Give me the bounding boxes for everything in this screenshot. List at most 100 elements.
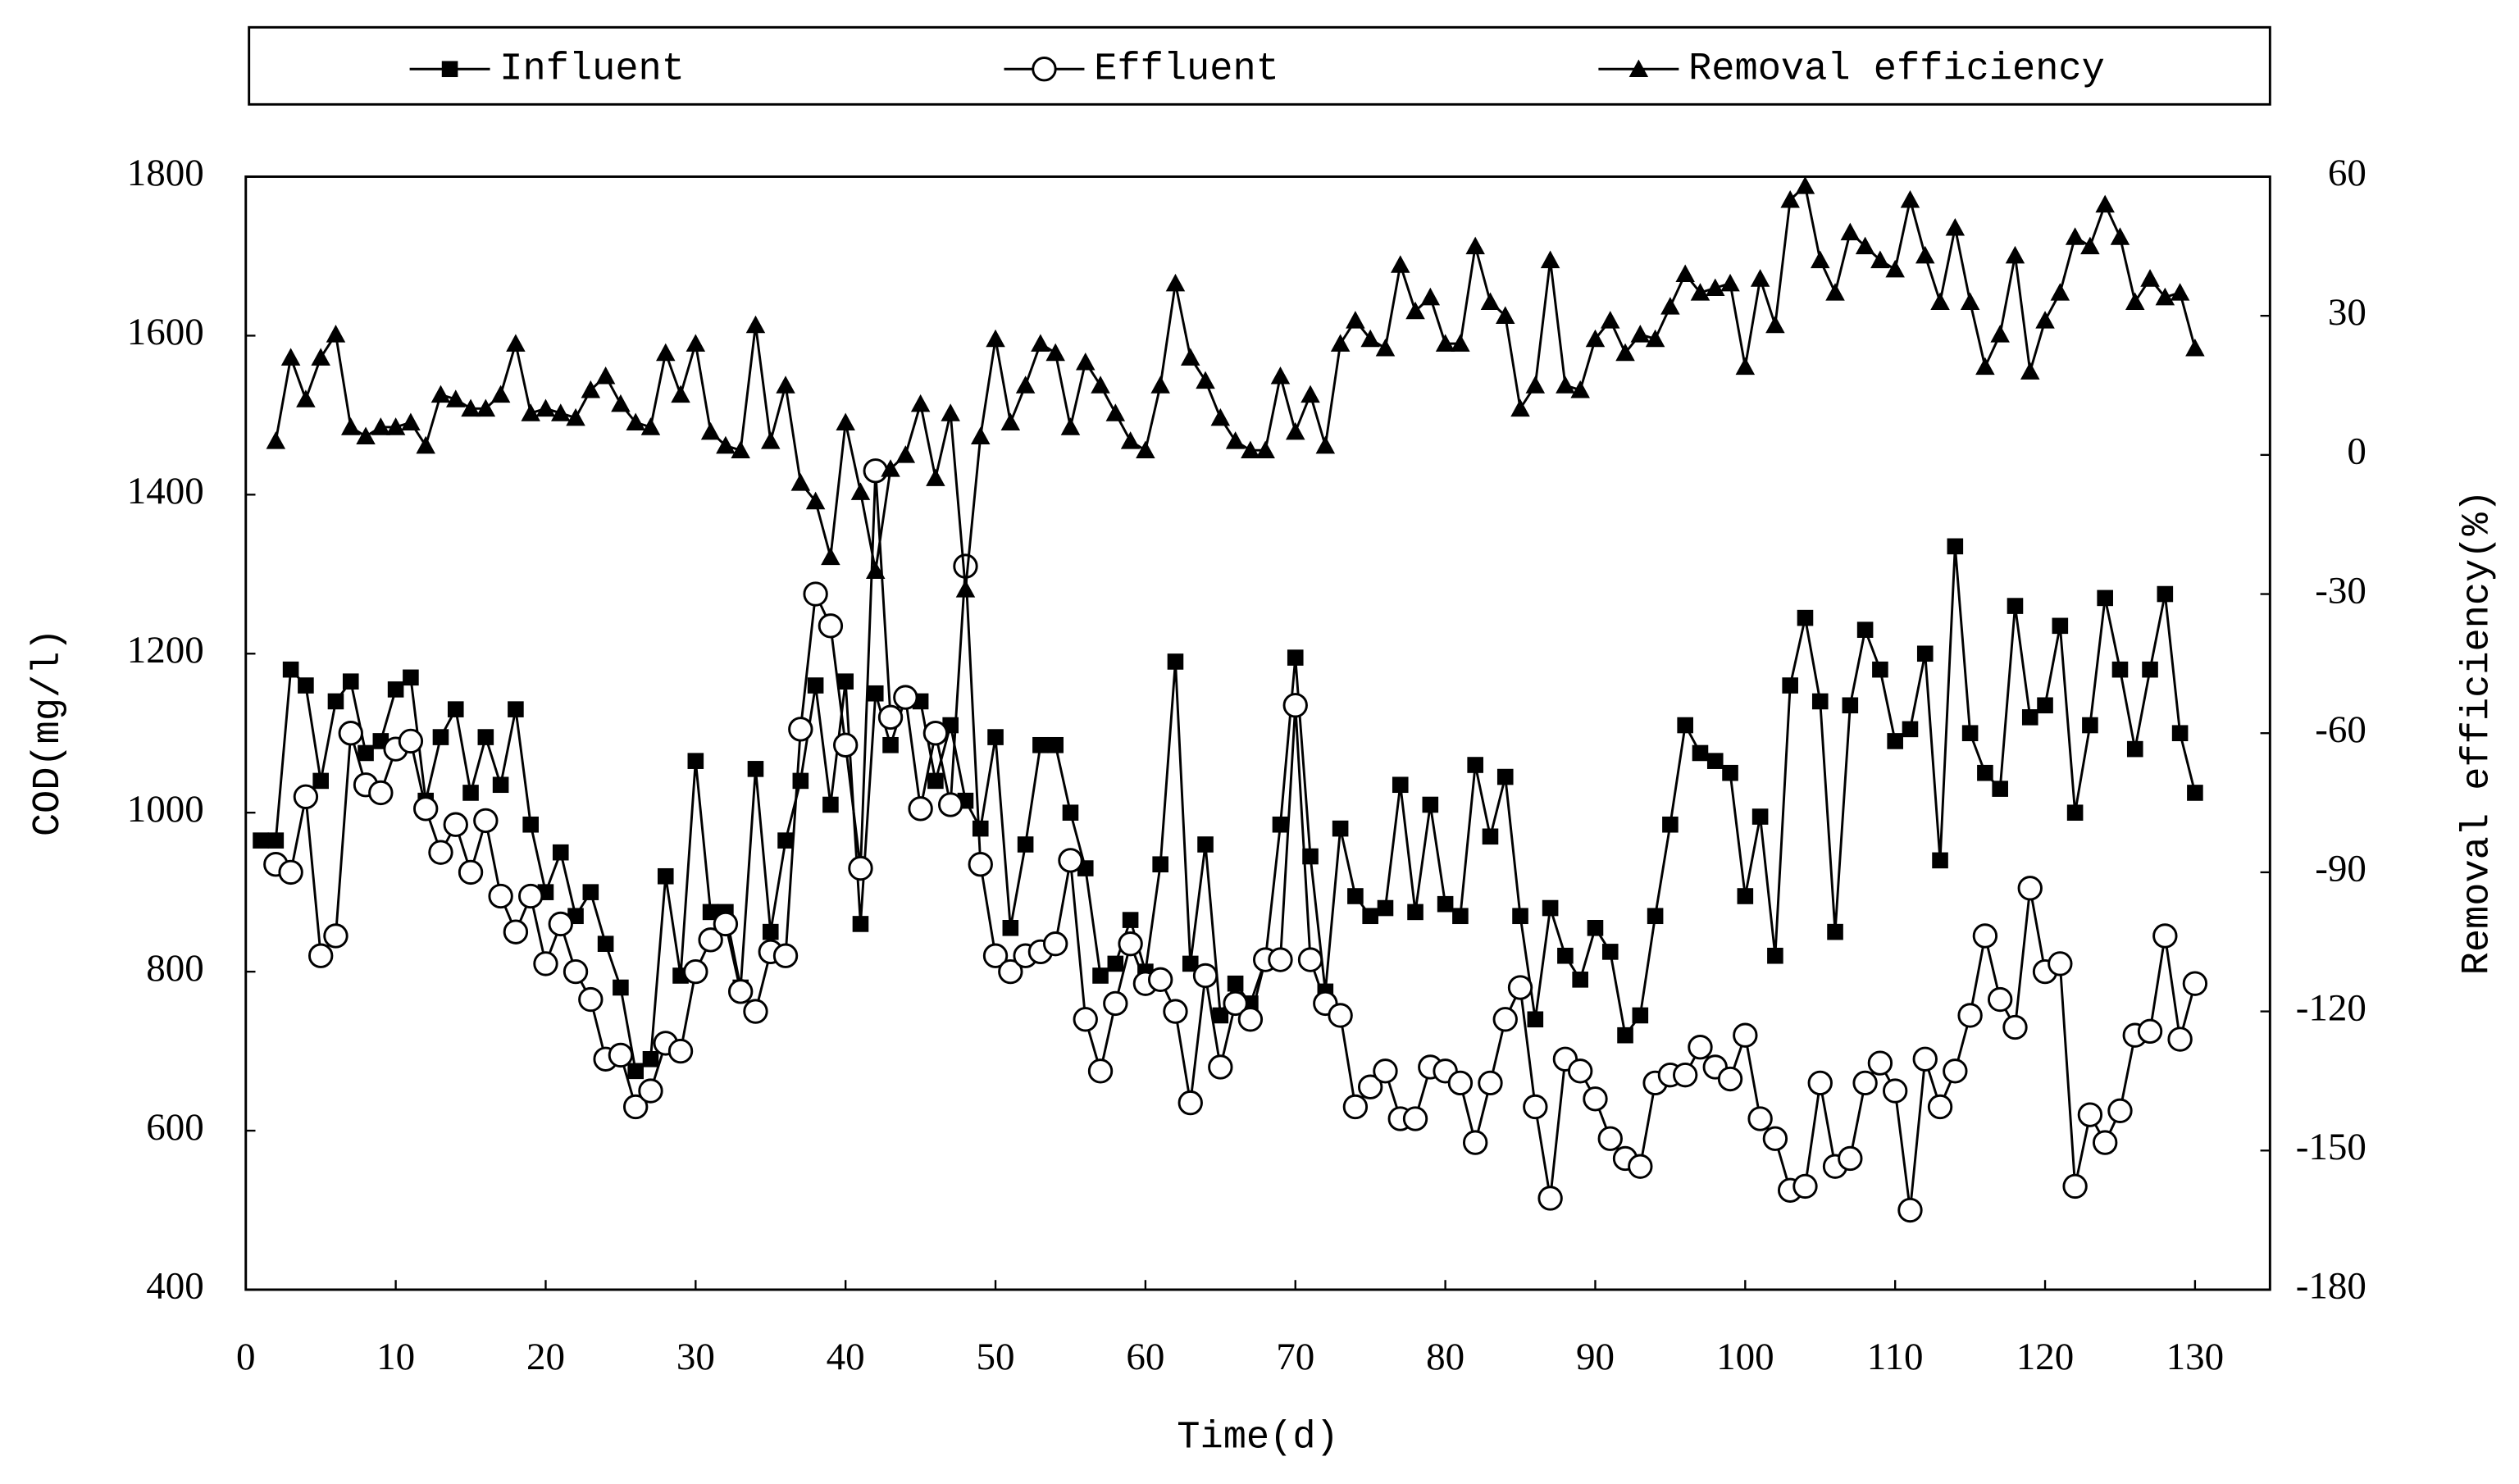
legend-marker xyxy=(441,61,458,78)
legend-marker xyxy=(1628,59,1649,78)
data-point xyxy=(1915,245,1935,264)
data-point xyxy=(1885,259,1905,278)
data-point xyxy=(1045,343,1065,362)
data-point xyxy=(2050,283,2070,301)
data-point xyxy=(432,729,449,745)
data-point xyxy=(1270,366,1291,385)
data-point xyxy=(327,693,344,710)
data-point xyxy=(508,701,524,717)
data-point xyxy=(1677,717,1693,734)
data-point xyxy=(953,553,978,579)
data-point xyxy=(2080,236,2100,255)
data-point xyxy=(1856,621,1874,638)
data-point xyxy=(922,721,949,746)
data-point xyxy=(1178,1090,1203,1116)
data-point xyxy=(1435,334,1455,352)
data-point xyxy=(1568,1058,1593,1084)
data-point xyxy=(326,325,346,343)
data-point xyxy=(2077,1102,2103,1127)
data-point xyxy=(1047,736,1064,753)
data-point xyxy=(642,1050,659,1067)
data-point xyxy=(1192,963,1219,989)
x-tick-label: 50 xyxy=(977,1336,1015,1378)
data-point xyxy=(640,417,661,435)
data-point xyxy=(458,859,484,885)
data-point xyxy=(582,884,599,900)
data-point xyxy=(882,736,899,753)
data-point xyxy=(1583,1086,1608,1112)
data-point xyxy=(1852,1070,1878,1096)
data-point xyxy=(1540,250,1560,269)
data-point xyxy=(1377,899,1394,917)
data-point xyxy=(1570,380,1590,398)
data-point xyxy=(552,844,569,861)
data-point xyxy=(821,547,840,566)
data-point xyxy=(581,380,601,398)
x-tick-label: 20 xyxy=(526,1336,565,1378)
data-point xyxy=(1587,919,1604,936)
data-point xyxy=(1706,278,1725,297)
y2-tick-label: -150 xyxy=(2296,1126,2366,1168)
data-point xyxy=(1751,808,1769,825)
y-tick-label: 1200 xyxy=(127,629,204,671)
data-point xyxy=(1630,325,1651,343)
x-axis-label: Time(d) xyxy=(1177,1417,1338,1460)
data-point xyxy=(1597,1126,1623,1151)
data-point xyxy=(2187,785,2203,801)
data-point xyxy=(1346,311,1365,329)
legend-label: Influent xyxy=(499,48,685,92)
data-point xyxy=(2167,1027,2193,1052)
data-point xyxy=(371,417,391,435)
data-point xyxy=(535,398,556,417)
data-point xyxy=(971,426,991,445)
data-point xyxy=(1373,1058,1398,1084)
data-point xyxy=(1328,1003,1353,1028)
data-point xyxy=(1585,329,1606,348)
data-point xyxy=(1297,947,1323,972)
data-point xyxy=(700,421,721,440)
data-point xyxy=(687,753,704,769)
y-tick-label: 600 xyxy=(146,1106,204,1149)
y2-tick-label: 30 xyxy=(2328,291,2366,334)
data-point xyxy=(1282,693,1308,718)
data-point xyxy=(1422,796,1439,813)
data-point xyxy=(1058,848,1083,873)
data-point xyxy=(416,435,435,454)
y2-tick-label: -120 xyxy=(2296,986,2366,1029)
data-point xyxy=(1407,904,1423,921)
data-point xyxy=(1092,967,1109,984)
data-point xyxy=(836,412,855,431)
data-point xyxy=(1690,283,1710,301)
data-point xyxy=(1043,931,1068,957)
data-point xyxy=(2170,283,2190,301)
data-point xyxy=(1961,725,1979,742)
y2-tick-label: -90 xyxy=(2315,848,2366,890)
data-point xyxy=(1882,1078,1908,1104)
data-point xyxy=(443,812,468,837)
data-point xyxy=(1420,287,1441,306)
data-point xyxy=(1542,899,1559,917)
data-point xyxy=(1975,357,1995,376)
data-point xyxy=(2035,311,2055,329)
data-point xyxy=(728,979,754,1004)
data-point xyxy=(387,681,404,698)
x-tick-label: 100 xyxy=(1716,1336,1774,1378)
data-point xyxy=(278,859,303,885)
data-point xyxy=(1181,348,1200,366)
data-point xyxy=(910,394,931,412)
data-point xyxy=(1241,440,1260,458)
data-point xyxy=(1675,264,1695,283)
data-point xyxy=(447,701,464,717)
y-tick-label: 1800 xyxy=(127,152,204,194)
data-point xyxy=(1120,431,1141,449)
data-point xyxy=(2140,269,2160,287)
data-point xyxy=(1672,1062,1698,1088)
data-point xyxy=(1087,1058,1114,1084)
data-point xyxy=(566,407,585,426)
data-point xyxy=(1405,301,1425,320)
data-point xyxy=(253,832,269,849)
data-point xyxy=(2137,1018,2163,1045)
data-point xyxy=(311,348,330,366)
y-tick-label: 1000 xyxy=(127,788,204,831)
data-point xyxy=(1897,1197,1923,1223)
